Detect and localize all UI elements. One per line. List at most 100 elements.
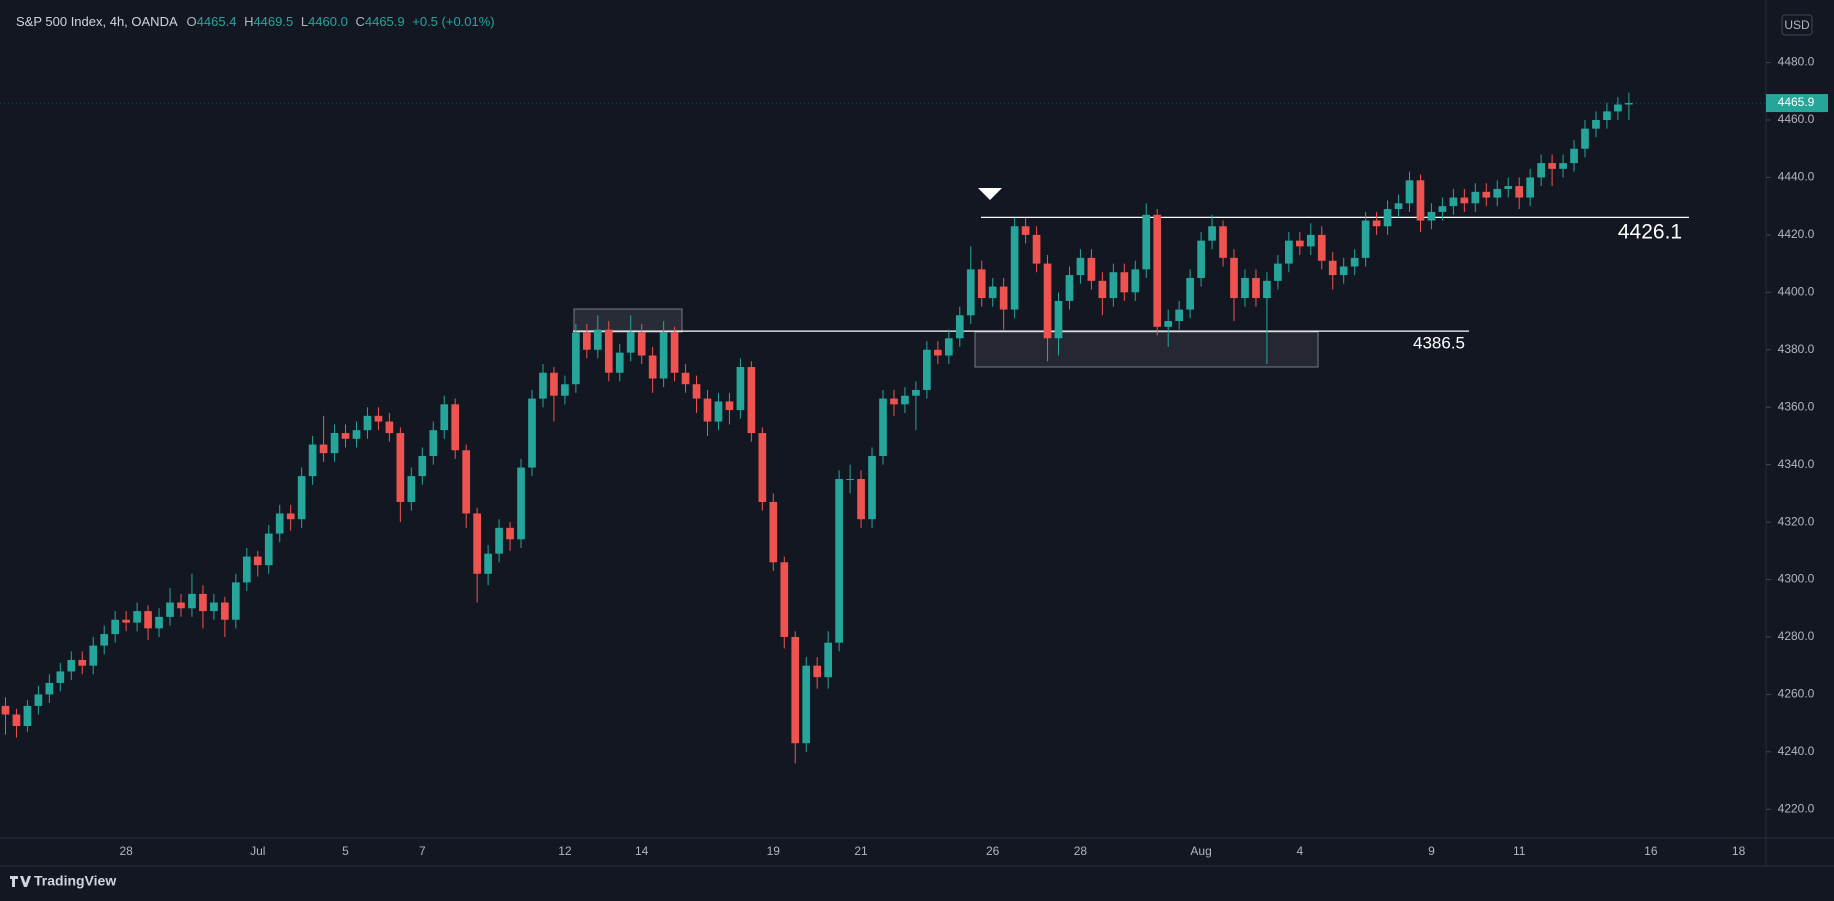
y-tick-label: 4480.0 bbox=[1778, 55, 1815, 69]
currency-box[interactable] bbox=[1781, 14, 1813, 36]
candle-body bbox=[1471, 191, 1480, 204]
x-tick-label: Jul bbox=[250, 844, 265, 858]
candle-body bbox=[923, 349, 931, 390]
x-tick-label: 28 bbox=[119, 844, 133, 858]
candle-body bbox=[966, 269, 975, 316]
candle-body bbox=[736, 366, 745, 411]
logo: TradingView bbox=[10, 873, 116, 889]
candle-body bbox=[747, 366, 756, 434]
x-tick-label: 12 bbox=[558, 844, 572, 858]
candle-body bbox=[561, 384, 569, 396]
candle-body bbox=[1427, 211, 1436, 221]
candle-body bbox=[769, 501, 778, 563]
candle-body bbox=[681, 372, 690, 385]
y-tick-label: 4380.0 bbox=[1778, 342, 1815, 356]
candle-body bbox=[1614, 104, 1622, 112]
candle-body bbox=[977, 269, 986, 299]
x-tick-label: 4 bbox=[1296, 844, 1303, 858]
x-tick-label: Aug bbox=[1190, 844, 1211, 858]
candle-body bbox=[582, 332, 591, 350]
candle-body bbox=[1383, 209, 1392, 227]
candle-body bbox=[330, 433, 339, 454]
candle-body bbox=[56, 671, 65, 683]
candle-body bbox=[1274, 263, 1282, 281]
candle-body bbox=[1482, 191, 1491, 198]
candle-body bbox=[1263, 280, 1271, 299]
ohlc-key: C bbox=[355, 14, 364, 29]
ohlc-value: 4460.0 bbox=[308, 14, 348, 29]
candle-body bbox=[67, 659, 76, 672]
candle-body bbox=[429, 430, 438, 457]
candle-body bbox=[1208, 226, 1216, 241]
candle-body bbox=[385, 421, 394, 434]
candle-body bbox=[133, 611, 141, 623]
candle-body bbox=[714, 401, 723, 422]
brand: TradingView bbox=[34, 873, 116, 889]
candle-body bbox=[1559, 163, 1567, 169]
candle-body bbox=[1109, 272, 1118, 299]
candle-body bbox=[253, 556, 262, 566]
candle-body bbox=[879, 398, 887, 457]
candle-body bbox=[1350, 257, 1359, 267]
candle-body bbox=[1504, 186, 1513, 189]
x-tick-label: 16 bbox=[1644, 844, 1658, 858]
candle-body bbox=[166, 602, 174, 617]
candle-body bbox=[648, 355, 657, 379]
candle-body bbox=[1087, 257, 1096, 281]
candle-body bbox=[626, 332, 635, 353]
candle-body bbox=[988, 286, 997, 299]
candle-body bbox=[1515, 186, 1524, 198]
x-tick-label: 26 bbox=[986, 844, 1000, 858]
candle-body bbox=[1230, 257, 1238, 299]
candle-body bbox=[1076, 257, 1085, 276]
candle-body bbox=[1394, 203, 1403, 210]
candle-body bbox=[341, 433, 350, 439]
candle-body bbox=[286, 513, 295, 520]
candle-body bbox=[1021, 226, 1030, 235]
candle-body bbox=[1197, 240, 1205, 278]
candle-body bbox=[352, 430, 361, 439]
candle-body bbox=[221, 602, 229, 620]
candle-body bbox=[725, 401, 734, 411]
header: S&P 500 Index, 4h, OANDA O4465.4 H4469.5… bbox=[16, 14, 495, 29]
candle-body bbox=[1142, 214, 1151, 270]
candle-body bbox=[824, 642, 832, 678]
candle-body bbox=[1186, 277, 1194, 310]
x-tick-label: 5 bbox=[342, 844, 349, 858]
candle-body bbox=[593, 329, 602, 350]
candle-body bbox=[901, 395, 909, 405]
currency[interactable]: USD bbox=[1784, 18, 1810, 32]
candle-body bbox=[473, 513, 481, 574]
candle-body bbox=[1416, 180, 1425, 221]
candle-body bbox=[111, 619, 120, 635]
candle-body bbox=[275, 513, 284, 534]
candle-body bbox=[1526, 177, 1535, 198]
candle-body bbox=[659, 332, 668, 379]
candle-body bbox=[1548, 163, 1556, 169]
candle-body bbox=[34, 694, 43, 706]
candle-body bbox=[528, 398, 536, 468]
candle-body bbox=[100, 634, 109, 646]
ohlc-value: 4469.5 bbox=[253, 14, 293, 29]
candle-body bbox=[1219, 226, 1227, 258]
x-tick-label: 18 bbox=[1732, 844, 1746, 858]
candle-body bbox=[692, 384, 701, 399]
candle-body bbox=[780, 562, 789, 637]
ohlc-value: 4465.4 bbox=[197, 14, 237, 29]
candle-body bbox=[944, 338, 953, 356]
x-tick-label: 9 bbox=[1428, 844, 1435, 858]
logo-mark bbox=[10, 876, 31, 887]
candle-body bbox=[517, 467, 525, 540]
x-tick-label: 28 bbox=[1074, 844, 1088, 858]
candle-body bbox=[242, 556, 251, 583]
candle-body bbox=[231, 582, 240, 620]
candle-body bbox=[1592, 120, 1600, 129]
candle-body bbox=[1153, 214, 1162, 327]
ohlc-value: 4465.9 bbox=[365, 14, 405, 29]
candle-body bbox=[846, 479, 854, 481]
candle-body bbox=[868, 456, 876, 520]
candle-body bbox=[857, 479, 865, 520]
candle-body bbox=[1372, 220, 1381, 227]
candle-body bbox=[122, 619, 130, 623]
candle-body bbox=[1317, 234, 1326, 261]
